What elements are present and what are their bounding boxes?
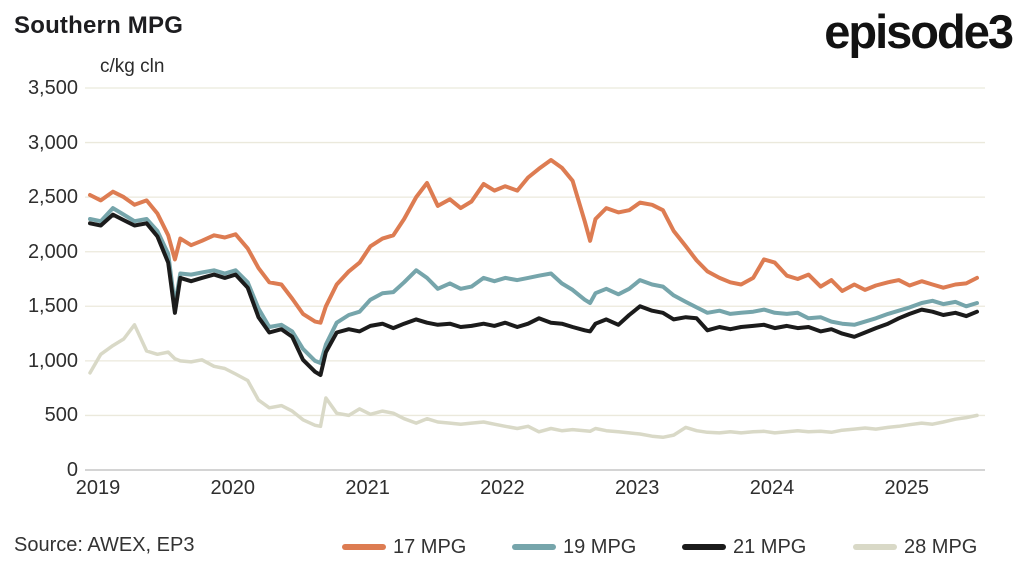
y-tick-label: 3,000 (27, 131, 78, 154)
x-tick-label: 2024 (749, 477, 795, 499)
y-axis-unit-label: c/kg cln (100, 56, 165, 77)
legend-item-28-mpg: 28 MPG (853, 534, 977, 560)
legend-item-21-mpg: 21 MPG (682, 534, 806, 560)
x-tick-label: 2020 (210, 477, 256, 499)
x-tick-label: 2021 (345, 477, 390, 499)
legend-label: 19 MPG (563, 535, 637, 558)
y-tick-label: 1,000 (27, 349, 78, 372)
legend-swatch (853, 544, 897, 550)
y-tick-label: 3,500 (27, 77, 78, 99)
y-tick-label: 500 (44, 404, 78, 427)
legend-label: 17 MPG (393, 535, 467, 558)
legend-swatch (682, 544, 726, 550)
y-tick-label: 0 (66, 459, 78, 481)
y-tick-label: 1,500 (27, 295, 78, 318)
x-tick-label: 2025 (884, 477, 930, 499)
legend-item-19-mpg: 19 MPG (512, 534, 636, 560)
y-tick-label: 2,000 (27, 240, 78, 263)
legend-label: 21 MPG (733, 535, 807, 558)
legend-item-17-mpg: 17 MPG (342, 534, 466, 560)
series-line-17-mpg (88, 158, 979, 325)
y-tick-label: 2,500 (27, 186, 78, 209)
series-line-19-mpg (88, 206, 979, 365)
legend-swatch (342, 544, 386, 550)
x-tick-label: 2022 (480, 477, 525, 499)
series-line-28-mpg (88, 323, 979, 440)
series-line-21-mpg (88, 212, 979, 377)
legend-swatch (512, 544, 556, 550)
episode3-logo: episode3 (824, 5, 1014, 58)
legend-label: 28 MPG (904, 535, 978, 558)
source-note: Source: AWEX, EP3 (14, 534, 195, 556)
x-tick-label: 2019 (75, 477, 121, 499)
x-tick-label: 2023 (614, 477, 660, 499)
page-title: Southern MPG (14, 12, 184, 39)
